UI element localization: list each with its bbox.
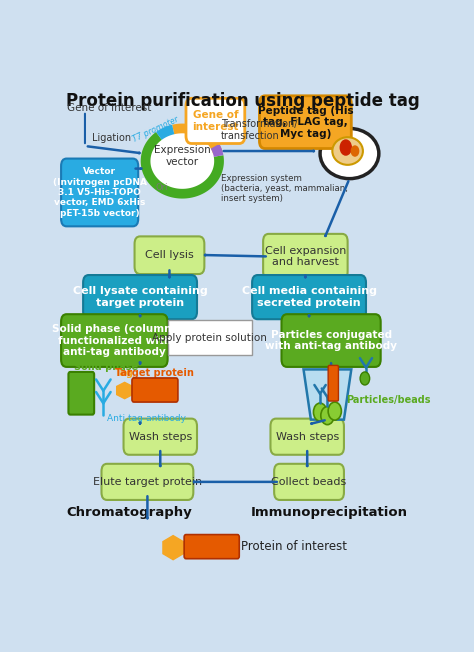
Text: Cell media containing
secreted protein: Cell media containing secreted protein (242, 286, 376, 308)
Circle shape (360, 372, 370, 385)
Text: Vector
(Invitrogen pcDNA
3.1 V5-His-TOPO
vector, EMD 6xHis
pET-15b vector): Vector (Invitrogen pcDNA 3.1 V5-His-TOPO… (53, 167, 146, 218)
Text: Wash steps: Wash steps (275, 432, 339, 441)
FancyBboxPatch shape (83, 275, 197, 319)
Text: Target protein: Target protein (115, 368, 194, 378)
FancyBboxPatch shape (271, 419, 344, 455)
Text: Peptide tag (His
tag, FLAG tag,
Myc tag): Peptide tag (His tag, FLAG tag, Myc tag) (257, 106, 353, 139)
FancyBboxPatch shape (61, 314, 168, 367)
Text: Anti tag-antibody: Anti tag-antibody (107, 413, 186, 422)
Circle shape (313, 403, 327, 421)
Text: Expression system
(bacteria, yeast, mammalian,
insert system): Expression system (bacteria, yeast, mamm… (221, 173, 348, 203)
Text: Ligation: Ligation (92, 132, 131, 143)
Ellipse shape (146, 128, 219, 194)
FancyBboxPatch shape (132, 378, 178, 402)
Text: Expression
vector: Expression vector (154, 145, 210, 167)
Text: Chromatography: Chromatography (66, 506, 192, 519)
Text: Gene of
interest: Gene of interest (192, 110, 238, 132)
Text: Tag: Tag (115, 368, 134, 378)
Circle shape (351, 146, 359, 156)
Text: T7 promoter: T7 promoter (131, 115, 180, 144)
Ellipse shape (153, 135, 212, 187)
Text: Solid phase (column)
functionalized with
anti-tag antibody: Solid phase (column) functionalized with… (52, 324, 176, 357)
Polygon shape (117, 382, 133, 398)
FancyBboxPatch shape (124, 419, 197, 455)
Text: Gene of interest: Gene of interest (66, 104, 151, 113)
Ellipse shape (332, 137, 363, 165)
Polygon shape (303, 370, 351, 420)
FancyBboxPatch shape (168, 320, 252, 355)
Text: Wash steps: Wash steps (128, 432, 192, 441)
Text: Solid phase: Solid phase (74, 362, 138, 372)
FancyBboxPatch shape (259, 96, 351, 149)
Text: Apply protein solution: Apply protein solution (153, 333, 267, 343)
Text: Cell lysis: Cell lysis (145, 250, 194, 260)
FancyBboxPatch shape (263, 234, 347, 279)
Circle shape (340, 140, 351, 155)
Text: Collect beads: Collect beads (272, 477, 346, 487)
Text: Ori: Ori (156, 183, 168, 192)
FancyBboxPatch shape (135, 237, 204, 274)
Text: Protein purification using peptide tag: Protein purification using peptide tag (66, 93, 420, 110)
FancyBboxPatch shape (184, 535, 239, 559)
Text: Protein of interest: Protein of interest (241, 540, 347, 553)
Text: Cell lysate containing
target protein: Cell lysate containing target protein (73, 286, 208, 308)
FancyBboxPatch shape (68, 372, 94, 415)
Text: Transformation/
transfection: Transformation/ transfection (221, 119, 297, 141)
Circle shape (321, 407, 334, 424)
FancyBboxPatch shape (101, 464, 193, 500)
FancyBboxPatch shape (186, 98, 245, 143)
Text: Immunoprecipitation: Immunoprecipitation (250, 506, 407, 519)
FancyBboxPatch shape (61, 158, 138, 226)
Text: Particles/beads: Particles/beads (346, 394, 430, 404)
Ellipse shape (320, 128, 379, 179)
Polygon shape (163, 535, 183, 559)
Circle shape (328, 402, 341, 420)
FancyBboxPatch shape (274, 464, 344, 500)
Text: Particles conjugated
with anti-tag antibody: Particles conjugated with anti-tag antib… (265, 330, 397, 351)
FancyBboxPatch shape (252, 275, 366, 319)
Text: Cell expansion
and harvest: Cell expansion and harvest (264, 246, 346, 267)
FancyBboxPatch shape (282, 314, 381, 367)
FancyBboxPatch shape (328, 365, 338, 401)
Text: Elute target protein: Elute target protein (93, 477, 202, 487)
